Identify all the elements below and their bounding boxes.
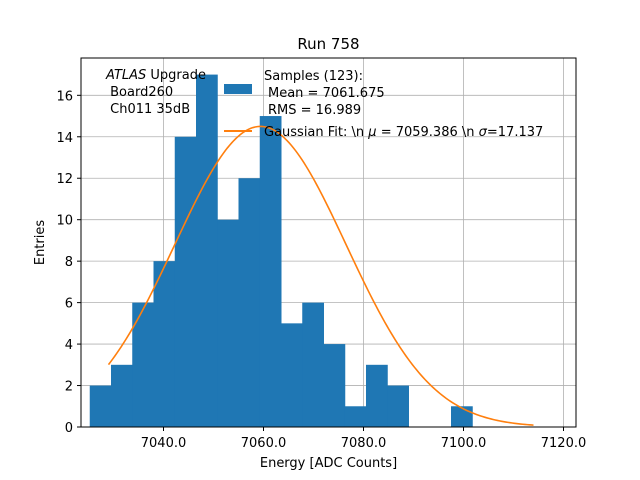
legend-samples-swatch	[224, 84, 252, 94]
legend-samples-label: Samples (123):	[264, 69, 363, 84]
histogram-bar	[366, 364, 388, 427]
histogram-bar	[281, 323, 303, 427]
histogram-bar	[196, 74, 218, 428]
y-tick-label: 10	[56, 214, 73, 229]
annotation-experiment: ATLAS	[105, 68, 146, 83]
x-axis-ticks: 7040.0 7060.0 7080.0 7100.0 7120.0	[141, 427, 587, 451]
x-tick-label: 7080.0	[341, 436, 387, 451]
x-tick-label: 7060.0	[241, 436, 287, 451]
histogram-bar	[323, 344, 346, 427]
y-tick-label: 14	[56, 131, 73, 146]
legend-fit-sigma-symbol: σ	[479, 125, 488, 140]
legend-mean-label: Mean = 7061.675	[268, 86, 385, 101]
x-tick-label: 7040.0	[141, 436, 187, 451]
legend-rms-label: RMS = 16.989	[268, 103, 361, 118]
y-tick-label: 2	[65, 380, 73, 395]
histogram-bar	[302, 302, 324, 427]
y-tick-label: 8	[65, 255, 73, 270]
y-tick-label: 4	[65, 338, 73, 353]
histogram-bar	[238, 178, 261, 427]
legend: Samples (123): Mean = 7061.675 RMS = 16.…	[224, 69, 543, 140]
y-tick-label: 6	[65, 297, 73, 312]
x-tick-label: 7120.0	[541, 436, 587, 451]
histogram-bar	[259, 116, 282, 427]
histogram-bar	[89, 385, 112, 427]
histogram-bar	[217, 219, 239, 427]
y-axis-ticks: 0 2 4 6 8 10 12 14 16	[56, 89, 81, 436]
histogram-bar	[174, 136, 197, 428]
y-tick-label: 0	[65, 421, 73, 436]
chart-title: Run 758	[297, 35, 359, 53]
y-axis-label: Entries	[33, 220, 48, 266]
legend-fit-prefix: Gaussian Fit: \n	[264, 125, 368, 140]
annotation-board: Board260	[106, 85, 173, 100]
legend-fit-label: Gaussian Fit: \n μ = 7059.386 \n σ=17.13…	[264, 125, 543, 140]
histogram-bar	[344, 406, 367, 427]
fit-curve-group	[107, 125, 534, 426]
y-tick-label: 12	[56, 172, 73, 187]
x-axis-label: Energy [ADC Counts]	[260, 456, 397, 471]
legend-fit-sigma-value: =17.137	[487, 125, 543, 140]
y-tick-label: 16	[56, 89, 73, 104]
histogram-bar	[132, 302, 154, 427]
histogram-bar	[387, 385, 409, 427]
gaussian-fit-line	[107, 125, 534, 426]
experiment-annotation: ATLAS Upgrade Board260 Ch011 35dB	[105, 68, 206, 117]
x-tick-label: 7100.0	[441, 436, 487, 451]
annotation-channel: Ch011 35dB	[106, 102, 190, 117]
annotation-line-experiment: ATLAS Upgrade	[105, 68, 206, 83]
legend-fit-mu-value: = 7059.386 \n	[377, 125, 479, 140]
plot-frame	[80, 57, 577, 428]
legend-fit-mu-symbol: μ	[367, 125, 376, 140]
histogram-bar	[451, 406, 473, 427]
histogram-bar	[111, 364, 133, 427]
annotation-experiment-suffix: Upgrade	[146, 68, 206, 83]
histogram-bar	[153, 261, 176, 427]
